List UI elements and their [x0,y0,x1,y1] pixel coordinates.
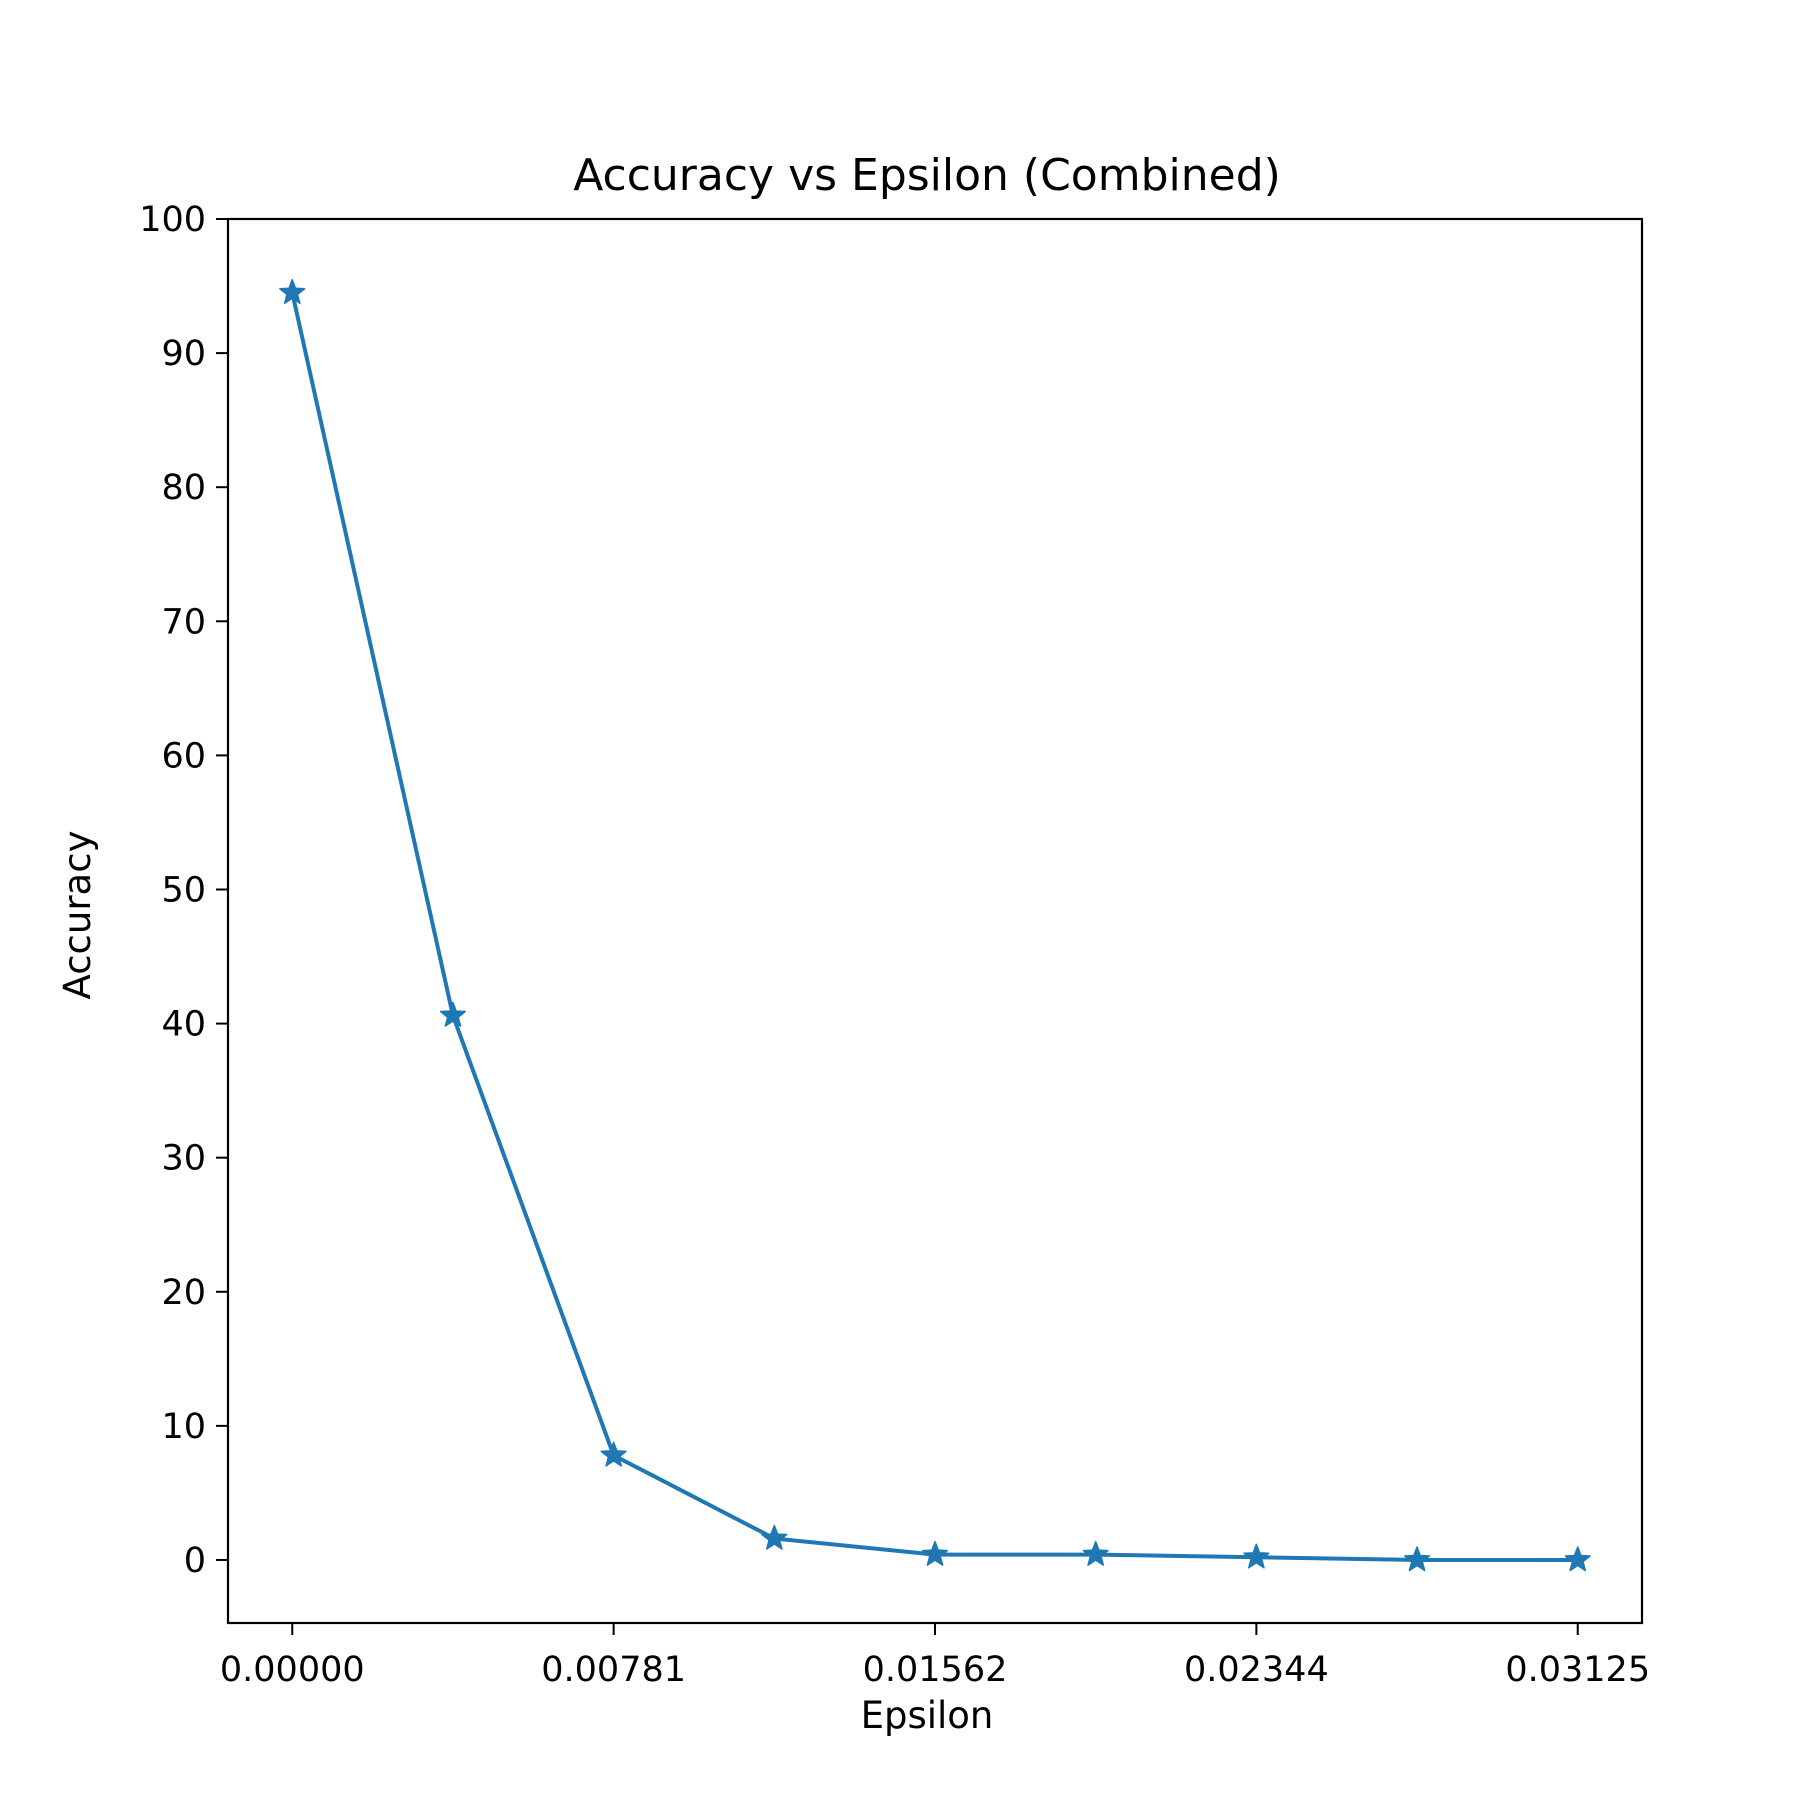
y-tick-label: 60 [161,736,206,776]
y-tick-label: 70 [161,602,206,642]
data-point-star [600,1441,627,1467]
plot-background [228,219,1642,1623]
chart-title: Accuracy vs Epsilon (Combined) [573,150,1281,201]
y-tick-label: 90 [161,334,206,374]
x-tick-label: 0.03125 [1505,1650,1650,1690]
data-point-star [1243,1543,1270,1569]
y-tick-label: 100 [139,200,206,240]
x-axis-label: Epsilon [861,1694,994,1737]
y-axis-ticks: 0 10 20 30 40 50 60 70 80 90 100 [139,200,228,1581]
y-axis-label: Accuracy [56,831,99,1000]
x-tick-label: 0.00000 [220,1650,365,1690]
x-axis-ticks: 0.00000 0.00781 0.01562 0.02344 0.03125 [220,1623,1650,1690]
x-tick-label: 0.02344 [1184,1650,1329,1690]
data-point-star [1564,1546,1591,1572]
x-tick-label: 0.01562 [863,1650,1008,1690]
data-point-star [921,1540,949,1566]
y-tick-label: 0 [184,1541,206,1581]
y-tick-label: 20 [161,1273,206,1313]
y-tick-label: 40 [161,1005,206,1045]
data-point-star [439,1001,467,1027]
plot-area [228,219,1642,1623]
data-point-star [279,279,306,305]
y-tick-label: 80 [161,468,206,508]
x-tick-label: 0.00781 [541,1650,686,1690]
y-tick-label: 50 [161,870,206,910]
series-layer [279,279,1591,1572]
data-point-star [761,1524,788,1550]
data-point-star [1403,1546,1431,1572]
data-point-star [1082,1540,1109,1566]
axes-frame [226,217,1644,1625]
y-tick-label: 30 [161,1139,206,1179]
y-tick-label: 10 [161,1407,206,1447]
